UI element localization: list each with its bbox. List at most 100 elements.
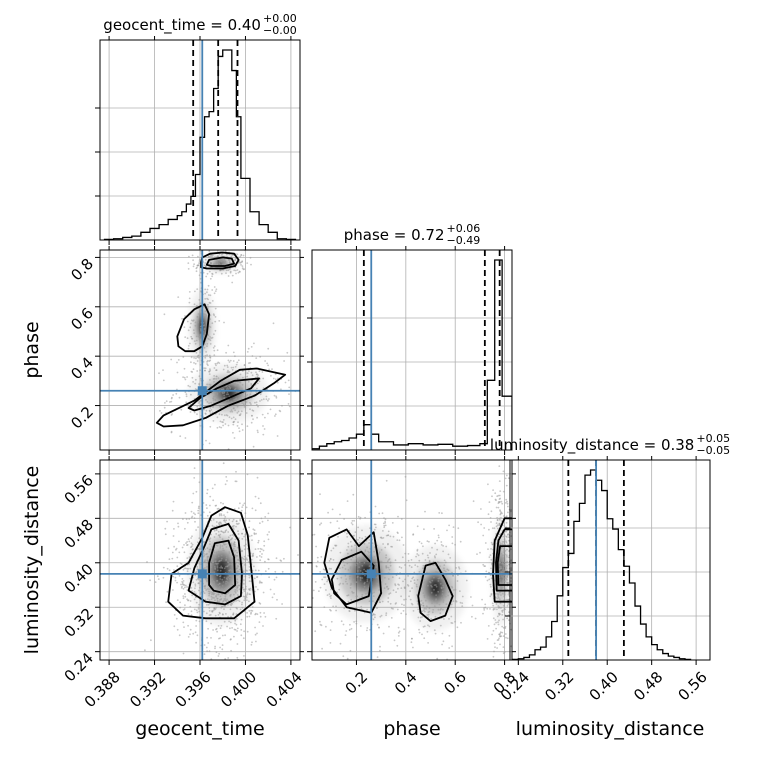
sample-point <box>314 630 317 633</box>
sample-point <box>213 286 216 288</box>
sample-point <box>172 500 175 503</box>
sample-point <box>407 559 410 562</box>
sample-point <box>212 399 215 402</box>
sample-point <box>236 656 239 659</box>
sample-point <box>243 599 246 602</box>
sample-point <box>170 358 173 361</box>
sample-point <box>376 656 379 658</box>
sample-point <box>304 607 306 609</box>
sample-point <box>287 379 290 382</box>
sample-point <box>407 585 410 587</box>
sample-point <box>389 602 392 605</box>
sample-point <box>178 634 181 637</box>
sample-point <box>199 277 202 280</box>
sample-point <box>490 541 493 544</box>
sample-point <box>398 566 401 568</box>
sample-point <box>220 598 222 601</box>
sample-point <box>225 385 227 387</box>
sample-point <box>209 318 212 320</box>
sample-point <box>351 592 354 594</box>
sample-point <box>416 549 419 552</box>
sample-point <box>222 462 225 465</box>
sample-point <box>374 505 377 508</box>
sample-point <box>183 608 186 610</box>
title-minus: −0.00 <box>263 24 297 37</box>
sample-point <box>221 634 224 637</box>
sample-point <box>515 538 517 540</box>
title-phase: phase = 0.72 +0.06−0.49 <box>344 222 481 247</box>
sample-point <box>390 545 392 548</box>
sample-point <box>446 568 449 571</box>
sample-point <box>400 595 402 598</box>
sample-point <box>270 557 272 559</box>
sample-point <box>255 532 257 535</box>
sample-point <box>230 593 232 596</box>
sample-point <box>205 620 208 623</box>
sample-point <box>225 599 227 602</box>
sample-point <box>168 569 171 572</box>
sample-point <box>505 636 507 639</box>
sample-point <box>502 626 505 629</box>
sample-point <box>500 607 502 609</box>
sample-point <box>435 570 437 573</box>
sample-point <box>487 548 489 550</box>
sample-point <box>194 362 197 365</box>
sample-point <box>433 576 435 579</box>
sample-point <box>224 597 227 600</box>
sample-point <box>208 538 211 541</box>
sample-point <box>487 513 490 516</box>
sample-point <box>213 375 216 377</box>
sample-point <box>208 442 211 445</box>
sample-point <box>506 536 508 538</box>
sample-point <box>208 270 211 273</box>
sample-point <box>163 406 166 409</box>
sample-point <box>190 370 193 373</box>
sample-point <box>381 600 384 603</box>
sample-point <box>407 553 410 555</box>
sample-point <box>208 594 211 597</box>
sample-point <box>409 590 411 593</box>
sample-point <box>203 550 206 553</box>
sample-point <box>281 570 284 573</box>
sample-point <box>198 548 201 551</box>
sample-point <box>223 391 226 393</box>
sample-point <box>208 383 211 386</box>
sample-point <box>400 612 403 615</box>
sample-point <box>236 412 239 414</box>
sample-point <box>226 598 229 601</box>
sample-point <box>227 424 230 427</box>
contour-line <box>495 528 512 592</box>
sample-point <box>494 498 497 501</box>
sample-point <box>211 411 214 414</box>
sample-point <box>158 372 160 375</box>
sample-point <box>193 598 196 601</box>
sample-point <box>208 588 210 591</box>
sample-point <box>186 541 189 543</box>
sample-point <box>235 617 238 620</box>
sample-point <box>217 614 220 616</box>
sample-point <box>223 576 226 579</box>
sample-point <box>186 320 189 323</box>
sample-point <box>206 558 209 560</box>
sample-point <box>257 374 259 376</box>
sample-point <box>196 356 199 358</box>
sample-point <box>207 603 210 606</box>
sample-point <box>196 360 199 362</box>
sample-point <box>242 588 245 591</box>
sample-point <box>213 607 216 609</box>
sample-point <box>384 520 386 523</box>
sample-point <box>451 622 454 624</box>
title-text: geocent_time = 0.40 <box>103 16 261 35</box>
sample-point <box>175 547 178 550</box>
sample-point <box>491 602 494 605</box>
sample-point <box>244 534 247 536</box>
sample-point <box>209 425 212 428</box>
sample-point <box>230 569 233 572</box>
sample-point <box>212 526 215 528</box>
sample-point <box>405 613 407 616</box>
sample-point <box>328 567 331 570</box>
sample-point <box>198 481 201 484</box>
sample-point <box>236 643 239 645</box>
sample-point <box>174 576 177 579</box>
